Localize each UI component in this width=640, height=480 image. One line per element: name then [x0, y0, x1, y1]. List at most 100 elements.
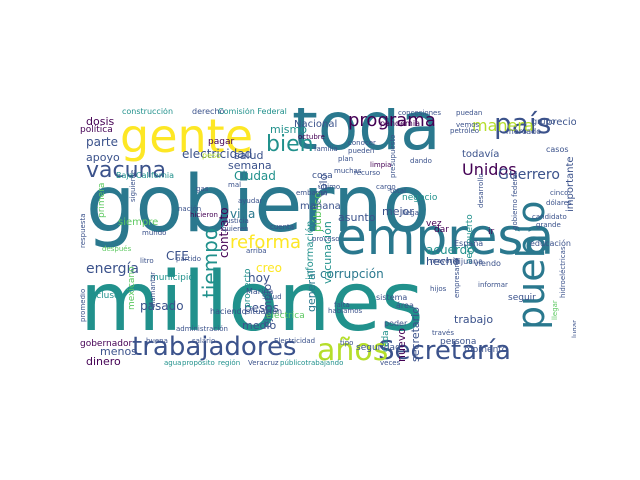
word-presupuesto: presupuesto [389, 134, 397, 178]
word-traves: través [432, 329, 455, 337]
word-reforma: reforma [230, 232, 302, 253]
word-sistema: sistema [376, 293, 408, 302]
word-situacion: situación [246, 307, 283, 316]
word-marina: Marina [246, 287, 274, 296]
word-parte: parte [86, 135, 118, 149]
word-gas: gas [196, 185, 209, 193]
word-familia: familia [314, 145, 338, 153]
word-pueden: pueden [348, 147, 375, 155]
word-pasado: pasado [140, 299, 184, 313]
word-apoyo: apoyo [86, 151, 120, 164]
word-creo: creo [256, 261, 282, 275]
word-toda: toda [292, 108, 441, 165]
word-dinero: dinero [86, 355, 121, 368]
word-falta: falta [334, 301, 350, 309]
word-veracruz: Veracruz [248, 359, 279, 367]
word-secretario: secretario [409, 307, 422, 362]
word-hidroelectricas: hidroeléctricas [559, 246, 567, 298]
word-siempre: siempre [118, 217, 159, 228]
word-promedio: promedio [80, 288, 87, 322]
word-cloud: gobierno millones toda empresa gente tra… [80, 108, 576, 370]
word-llegar: llegar [551, 300, 559, 320]
word-hicieron: hicieron [190, 211, 218, 219]
word-persona: persona [440, 337, 477, 347]
word-dolares: dólares [546, 199, 572, 207]
word-mejor: mejor [382, 205, 414, 218]
word-diamantar: diamantar [149, 271, 157, 308]
word-partido: partido [176, 255, 202, 263]
word-menos: menos [100, 345, 137, 358]
word-buena: buena [146, 337, 168, 345]
word-trabajo: trabajo [454, 313, 494, 326]
word-petroleo: petróleo [450, 127, 480, 135]
word-espana: España [454, 239, 484, 248]
word-vacuna: vacuna [86, 158, 166, 183]
word-embargo: embargo [296, 189, 328, 197]
word-gobierno: gobierno [86, 160, 431, 250]
word-arriba: arriba [246, 247, 267, 255]
word-hijos: hijos [430, 285, 447, 293]
word-semana: semana [228, 159, 272, 172]
word-electricidad-small: Electricidad [274, 337, 316, 345]
word-educacion: educación [530, 239, 571, 248]
word-empresa: empresa [336, 208, 555, 266]
word-octubre: octubre [298, 133, 325, 141]
word-electricidad: electricidad [182, 147, 253, 161]
word-vemos: vemos [456, 121, 480, 129]
word-pesos: pesos [244, 301, 279, 315]
word-precio: precio [546, 117, 576, 128]
word-mal: mal [228, 181, 242, 189]
word-construccion: construcción [122, 108, 174, 116]
word-todavia: todavía [462, 149, 500, 160]
word-seguridad: seguridad [356, 343, 401, 353]
word-limpia: limpia [370, 161, 392, 169]
word-gobernador: gobernador [80, 339, 133, 349]
word-peso: peso [202, 151, 222, 160]
word-vacunacion: vacunación [321, 221, 334, 284]
word-despues: después [102, 245, 132, 253]
word-dando: dando [410, 157, 432, 165]
word-proposito: propósito [182, 359, 215, 367]
word-derecho: derecho [192, 108, 225, 116]
word-region: región [218, 359, 241, 367]
word-mismo: mismo [270, 123, 307, 136]
word-cada: cada [381, 330, 391, 352]
word-cuenta: cuenta [270, 223, 295, 231]
word-pagar: pagar [208, 137, 235, 147]
word-nacion: nación [178, 205, 202, 213]
word-electrica: eléctrica [266, 311, 305, 321]
word-plan: plan [338, 155, 354, 163]
word-millones: millones [80, 255, 424, 350]
word-ir: ir [488, 227, 495, 237]
word-quieren: quieren [222, 225, 249, 233]
word-medio: medio [242, 319, 277, 332]
word-poder: poder [384, 319, 408, 328]
word-agua: agua [164, 359, 182, 367]
word-veces: veces [380, 359, 401, 367]
word-ultimo: último [318, 183, 341, 191]
word-unidos: Unidos [462, 160, 517, 179]
word-hoy: hoy [248, 271, 271, 285]
word-incluso: incluso [88, 291, 120, 301]
word-cfe: CFE [166, 249, 189, 263]
word-respuesta: respuesta [80, 213, 87, 248]
word-llega: llega [402, 209, 419, 217]
word-gente: gente [120, 109, 253, 163]
word-primera: primera [97, 182, 107, 218]
word-candidato: candidato [532, 213, 567, 221]
word-grupo: grupo [532, 117, 556, 126]
word-tijuana: Tijuana [454, 257, 484, 266]
word-pandemia: pandemia [380, 119, 420, 128]
word-viendo: viendo [474, 259, 501, 268]
word-energia: energía [86, 261, 139, 277]
word-haciendo: haciendo [210, 307, 247, 316]
word-mercado: mercado [506, 127, 542, 136]
word-acuerdo: acuerdo [426, 243, 475, 257]
word-vida: vida [230, 207, 256, 221]
word-litro: litro [140, 257, 154, 265]
word-salud-small: Salud [262, 293, 282, 301]
word-justicia: justicia [224, 217, 249, 225]
word-asunto: asunto [338, 211, 376, 224]
word-total: total [390, 187, 407, 195]
word-negocio: negocio [402, 193, 438, 203]
